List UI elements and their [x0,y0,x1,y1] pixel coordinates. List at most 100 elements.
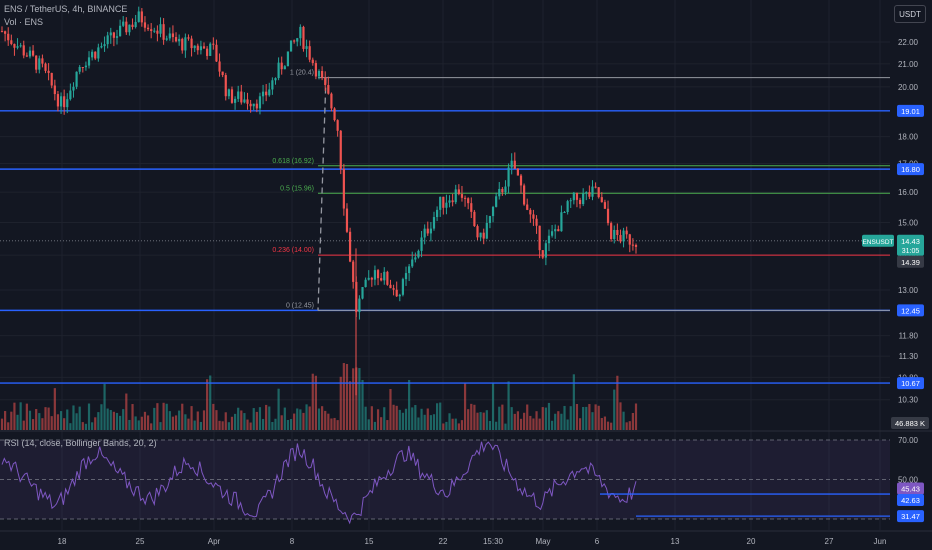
volume-bar [516,411,520,430]
candle-body [594,186,597,188]
candle-body [550,231,554,236]
volume-bar [563,405,566,430]
fib-retracement[interactable]: 1 (20.4) 0.618 (16.92) 0.5 (15.96) 0.236 (1… [272,70,890,311]
volume-tag-bg [891,417,929,429]
price-axis[interactable]: 22.0021.0020.0019.0018.0017.0016.0015.00… [862,38,929,524]
rsi-level-tag-bg[interactable] [897,494,924,507]
time-tick-label: 22 [439,537,448,546]
volume-bar [265,404,268,430]
volume-bar [302,412,305,430]
candle-body [634,244,638,247]
rsi-level-tag-bg[interactable] [897,510,924,523]
candle-body [342,169,345,209]
volume-bar [311,373,314,430]
volume-bar [414,405,417,430]
volume-bar [150,423,153,430]
volume-bar [566,419,569,430]
level-tag-bg[interactable] [897,104,924,117]
candle-body [535,218,538,226]
candle-body [261,91,265,97]
volume-bar [13,402,16,430]
volume-bar [380,417,383,430]
volume-bar [470,403,473,430]
candle-body [380,278,383,281]
volume-bar [19,402,22,430]
volume-bar [91,422,94,430]
candle-body [532,214,535,219]
volume-bar [454,418,457,430]
candle-body [162,24,165,40]
candle-body [112,32,115,38]
volume-bar [63,418,66,430]
candle-body [243,99,246,103]
currency-button[interactable]: USDT [894,5,926,23]
volume-bar [495,421,498,430]
level-tag-bg[interactable] [897,304,924,317]
candle-body [218,61,221,72]
candle-body [19,45,22,47]
volume-bar [547,402,551,430]
candle-body [575,192,579,200]
time-tick-label: 6 [595,537,600,546]
volume-bar [529,415,532,430]
volume-bar [606,421,610,430]
time-axis[interactable]: 18 25 Apr 8 15 22 15:30 May 6 13 20 27 Jun [58,537,887,546]
volume-bar [510,407,513,430]
candle-body [72,86,75,91]
candle-body [97,47,100,59]
volume-bar [218,420,221,430]
rsi-value-tag-bg[interactable] [897,482,924,495]
volume-bar [178,410,181,430]
candle-body [317,71,321,77]
candle-body [333,108,336,121]
volume-bar [240,410,243,430]
candle-body [557,229,560,232]
volume-bar [122,409,125,430]
volume-bar [575,403,579,430]
volume-bar [280,415,283,430]
volume-bar [408,379,411,430]
candle-body [289,40,293,52]
candle-body [476,226,479,238]
candle-body [603,202,607,209]
volume-bar [112,411,115,430]
candle-body [600,197,603,203]
candle-body [616,229,619,236]
volume-bar [162,402,165,430]
prev-close-tag-bg[interactable] [897,255,924,268]
volume-bar [392,404,395,430]
candle-body [50,72,53,86]
volume-bar [560,413,563,430]
candle-body [44,63,47,71]
volume-bar [625,422,628,430]
volume-bar [532,418,535,430]
level-tag-bg[interactable] [897,163,924,176]
fib-trend-line[interactable] [317,77,327,311]
candle-body [274,78,277,81]
price-tick-label: 13.00 [898,286,919,295]
candle-body [156,30,159,34]
price-tick-label: 11.80 [899,332,919,341]
volume-bar [7,422,10,430]
candle-body [554,229,557,232]
candle-body [348,231,352,262]
volume-bar [358,368,361,430]
candle-body [206,48,209,56]
volume-bar [35,409,38,430]
volume-bar [544,407,547,430]
volume-bar [84,423,88,430]
candle-body [280,62,283,70]
candle-body [10,40,13,44]
price-tick-label: 20.00 [898,83,919,92]
price-tick-label: 15.00 [898,219,919,228]
volume-bar [87,403,91,430]
candle-body [501,188,504,193]
candle-body [324,77,327,86]
candle-body [401,279,405,295]
price-tick-label: 10.30 [898,396,919,405]
level-tag-bg[interactable] [897,377,924,390]
volume-bar [137,420,140,430]
candle-body [610,223,613,240]
volume-bar [72,405,75,430]
